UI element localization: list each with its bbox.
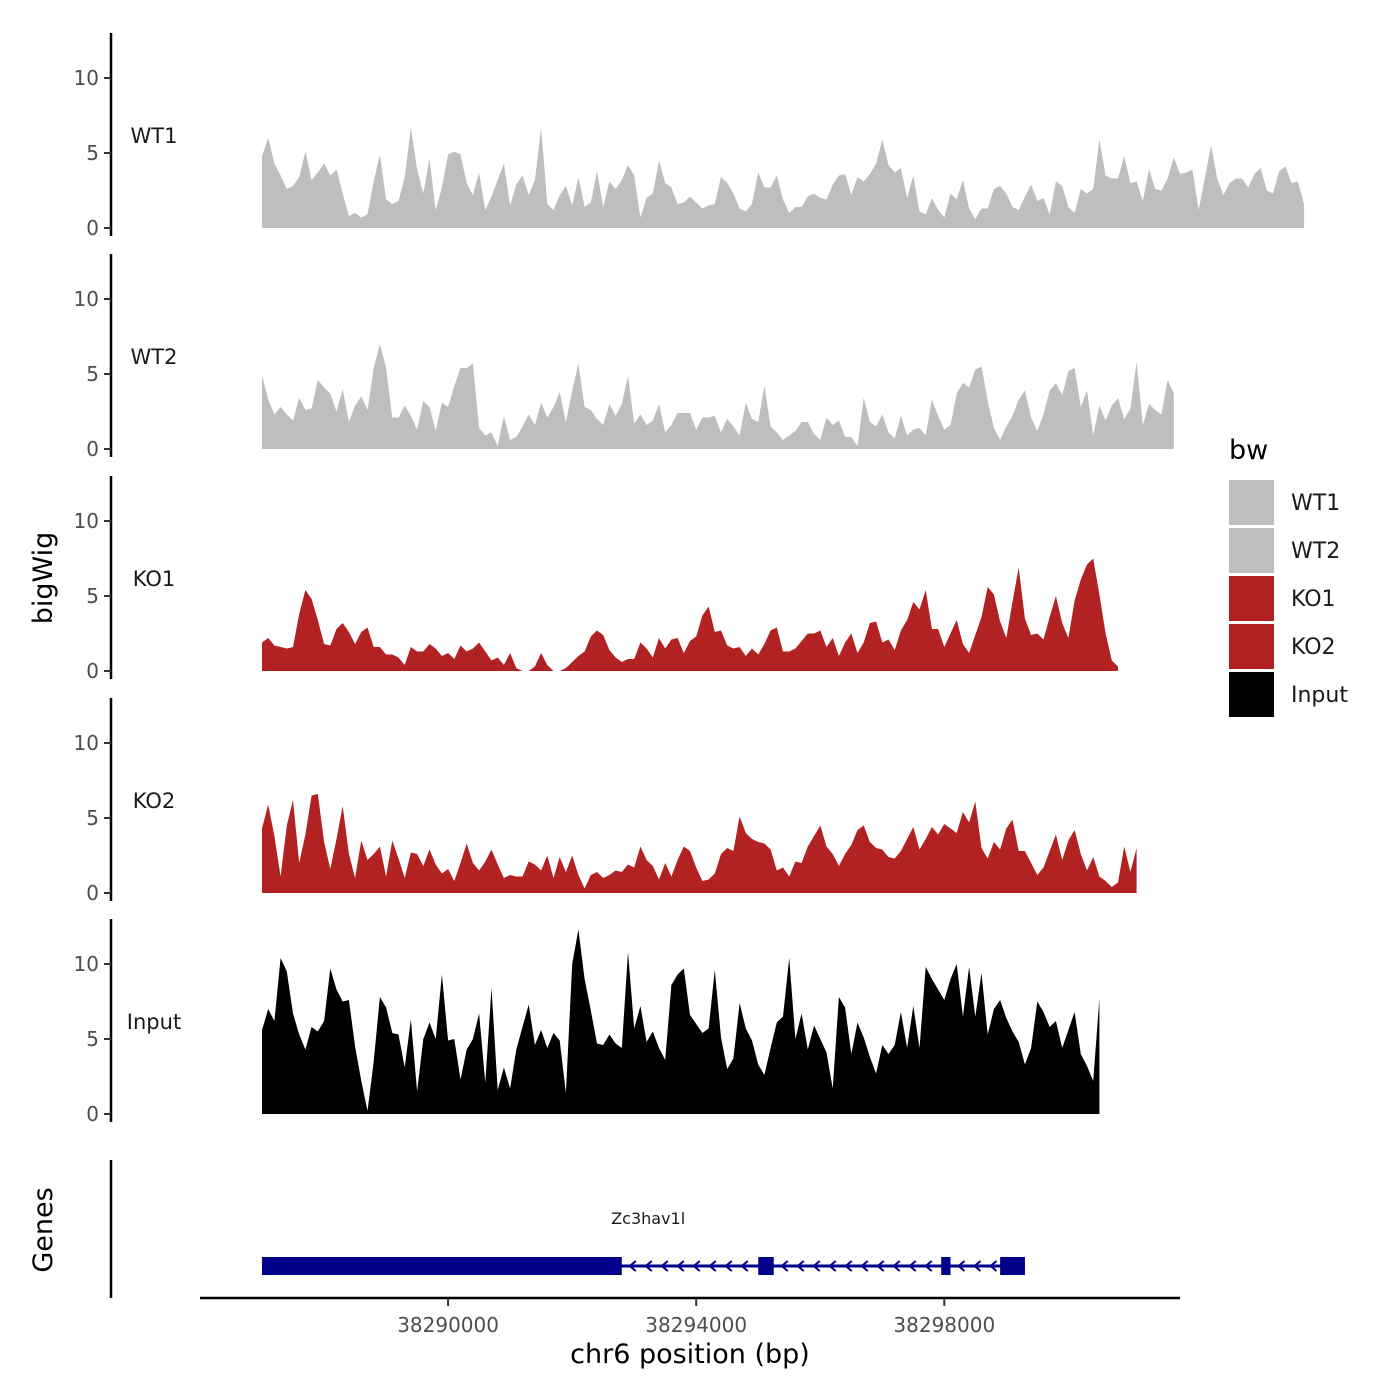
track-label-ko2: KO2 [133, 789, 176, 813]
strand-arrow [972, 1260, 982, 1272]
y-tick-label: 5 [86, 806, 99, 830]
track-wt1: 0 5 10 WT1 [74, 33, 1305, 240]
legend-swatch-wt2 [1229, 528, 1274, 573]
y-tick-label: 0 [86, 659, 99, 683]
y-tick-label: 0 [86, 1102, 99, 1126]
coverage-area-ko2 [262, 794, 1137, 893]
legend: bw WT1 WT2 KO1 KO2 Input [1229, 435, 1348, 717]
strand-arrow [828, 1260, 837, 1272]
coverage-area-wt1 [262, 127, 1305, 228]
y-tick-label: 5 [86, 584, 99, 608]
strand-arrow [780, 1260, 789, 1272]
track-label-ko1: KO1 [133, 567, 176, 591]
gene-exon [1000, 1257, 1025, 1275]
track-label-input: Input [127, 1010, 181, 1034]
strand-arrow [708, 1260, 717, 1272]
gene-exon [758, 1257, 774, 1275]
strand-arrow [660, 1260, 669, 1272]
strand-arrow [908, 1260, 917, 1272]
track-label-wt1: WT1 [131, 124, 178, 148]
strand-arrow [876, 1260, 885, 1272]
strand-arrow [796, 1260, 805, 1272]
x-tick-label: 38298000 [893, 1313, 995, 1337]
strand-arrow [860, 1260, 869, 1272]
strand-arrow [676, 1260, 685, 1272]
coverage-tracks: 0 5 10 WT1 0 5 10 WT2 0 5 10 KO1 0 5 10 KO2 0 5 10 Input [74, 33, 1305, 1126]
legend-label-input: Input [1291, 683, 1348, 708]
track-ko2: 0 5 10 KO2 [74, 698, 1137, 905]
y-tick-label: 10 [74, 287, 99, 311]
track-label-wt2: WT2 [131, 345, 178, 369]
legend-label-wt2: WT2 [1291, 539, 1340, 564]
gene-track: Zc3hav1l [109, 1160, 1025, 1298]
y-tick-label: 0 [86, 881, 99, 905]
coverage-area-wt2 [262, 344, 1174, 449]
legend-swatch-input [1229, 672, 1274, 717]
y-tick-label: 5 [86, 141, 99, 165]
track-ko1: 0 5 10 KO1 [74, 476, 1118, 683]
y-axis-title-tracks: bigWig [28, 532, 59, 625]
y-tick-label: 10 [74, 66, 99, 90]
strand-arrow [740, 1260, 749, 1272]
coverage-area-ko1 [262, 558, 1118, 671]
y-tick-label: 10 [74, 509, 99, 533]
y-axis-title-genes: Genes [28, 1187, 59, 1272]
strand-arrow [892, 1260, 901, 1272]
gene-name-label: Zc3hav1l [611, 1209, 685, 1228]
coverage-area-input [262, 929, 1100, 1114]
strand-arrow [924, 1260, 933, 1272]
legend-swatch-ko1 [1229, 576, 1274, 621]
gene-exon [941, 1257, 951, 1275]
x-axis-title: chr6 position (bp) [570, 1339, 810, 1370]
y-tick-label: 0 [86, 437, 99, 461]
strand-arrow [956, 1260, 966, 1272]
strand-arrow [988, 1260, 998, 1272]
strand-arrow [692, 1260, 701, 1272]
x-tick-label: 38290000 [397, 1313, 499, 1337]
legend-title: bw [1229, 435, 1268, 466]
legend-label-wt1: WT1 [1291, 491, 1340, 516]
y-tick-label: 5 [86, 362, 99, 386]
track-wt2: 0 5 10 WT2 [74, 254, 1174, 461]
strand-arrow [812, 1260, 821, 1272]
track-input: 0 5 10 Input [74, 919, 1100, 1126]
y-tick-label: 0 [86, 216, 99, 240]
x-axis: 38290000 38294000 38298000 [200, 1296, 1180, 1337]
legend-swatch-wt1 [1229, 480, 1274, 525]
y-tick-label: 5 [86, 1027, 99, 1051]
gene-exon [262, 1257, 622, 1275]
y-tick-label: 10 [74, 731, 99, 755]
y-tick-label: 10 [74, 952, 99, 976]
strand-arrow [724, 1260, 733, 1272]
strand-arrow [644, 1260, 653, 1272]
legend-swatch-ko2 [1229, 624, 1274, 669]
legend-label-ko1: KO1 [1291, 587, 1336, 612]
strand-arrow [844, 1260, 853, 1272]
legend-label-ko2: KO2 [1291, 635, 1336, 660]
x-tick-label: 38294000 [645, 1313, 747, 1337]
strand-arrow [628, 1260, 637, 1272]
